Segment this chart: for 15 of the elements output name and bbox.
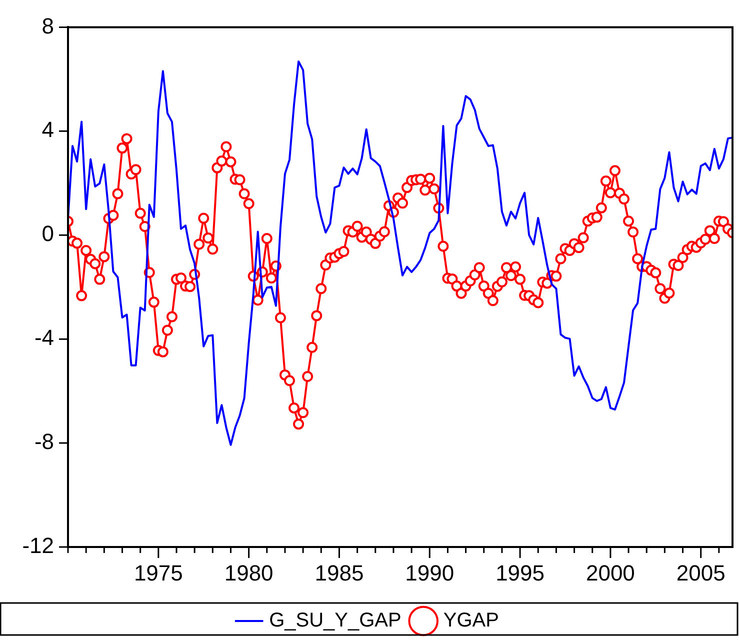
x-tick-label: 1995 [496, 560, 545, 586]
x-tick-label: 2005 [676, 560, 726, 586]
y-tick-label: -8 [34, 429, 54, 454]
x-tick-label: 1975 [134, 560, 183, 586]
y-tick-label: -4 [34, 325, 54, 350]
y-tick-label: 8 [42, 13, 54, 38]
x-tick-label: 1980 [224, 560, 274, 586]
x-tick-label: 2000 [586, 560, 635, 586]
y-tick-label: 0 [42, 221, 54, 246]
x-tick-label: 1990 [405, 560, 454, 586]
legend-label: G_SU_Y_GAP [269, 610, 402, 632]
legend-label: YGAP [443, 610, 499, 632]
y-tick-label: 4 [42, 117, 54, 142]
x-tick-label: 1985 [314, 560, 364, 586]
y-tick-label: -12 [22, 533, 54, 558]
